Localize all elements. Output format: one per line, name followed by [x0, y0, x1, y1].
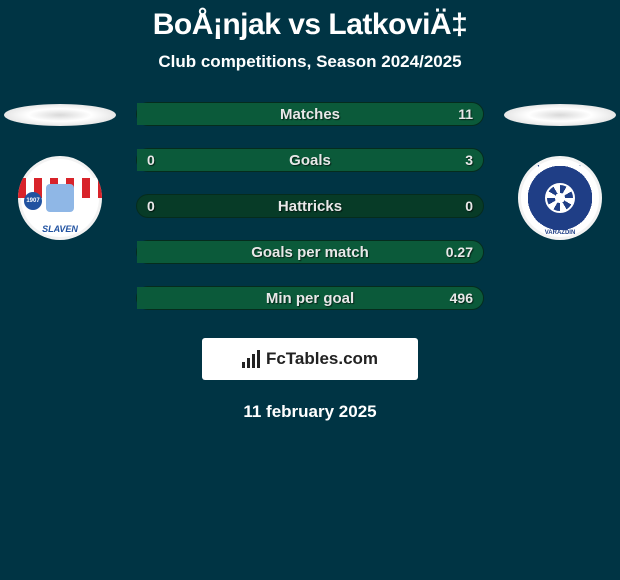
stat-right-value: 0.27: [446, 244, 473, 260]
stat-right-value: 496: [450, 290, 473, 306]
stat-left-value: 0: [147, 152, 155, 168]
stat-right-value: 3: [465, 152, 473, 168]
team-right-platform: [504, 104, 616, 126]
team-left-platform: [4, 104, 116, 126]
page-subtitle: Club competitions, Season 2024/2025: [0, 52, 620, 72]
stat-right-value: 0: [465, 198, 473, 214]
date-label: 11 february 2025: [0, 402, 620, 422]
team-right-crest: VARTEKS VARAZDIN: [518, 156, 602, 240]
team-left-crest: 1907 SLAVEN: [18, 156, 102, 240]
soccer-ball-icon: [545, 183, 575, 213]
stat-label: Hattricks: [278, 198, 342, 215]
team-left-year: 1907: [24, 192, 42, 210]
stat-row: Min per goal 496: [136, 286, 484, 310]
comparison-panel: 1907 SLAVEN VARTEKS VARAZDIN Matches 11 …: [0, 102, 620, 422]
brand-text: FcTables.com: [266, 349, 378, 369]
stat-label: Goals per match: [251, 244, 369, 261]
stat-row: Goals per match 0.27: [136, 240, 484, 264]
stat-row: Matches 11: [136, 102, 484, 126]
brand-badge[interactable]: FcTables.com: [202, 338, 418, 380]
stat-label: Goals: [289, 152, 331, 169]
bar-chart-icon: [242, 350, 260, 368]
stat-label: Matches: [280, 106, 340, 123]
stat-left-value: 0: [147, 198, 155, 214]
stat-row: 0 Goals 3: [136, 148, 484, 172]
stat-label: Min per goal: [266, 290, 354, 307]
team-left: 1907 SLAVEN: [0, 102, 120, 240]
team-right: VARTEKS VARAZDIN: [500, 102, 620, 240]
stat-right-value: 11: [458, 106, 473, 122]
team-left-name: SLAVEN: [18, 224, 102, 234]
stat-row: 0 Hattricks 0: [136, 194, 484, 218]
team-right-city: VARAZDIN: [518, 230, 602, 236]
stats-list: Matches 11 0 Goals 3 0 Hattricks 0 Goals…: [136, 102, 484, 310]
page-title: BoÅ¡njak vs LatkoviÄ‡: [0, 0, 620, 42]
